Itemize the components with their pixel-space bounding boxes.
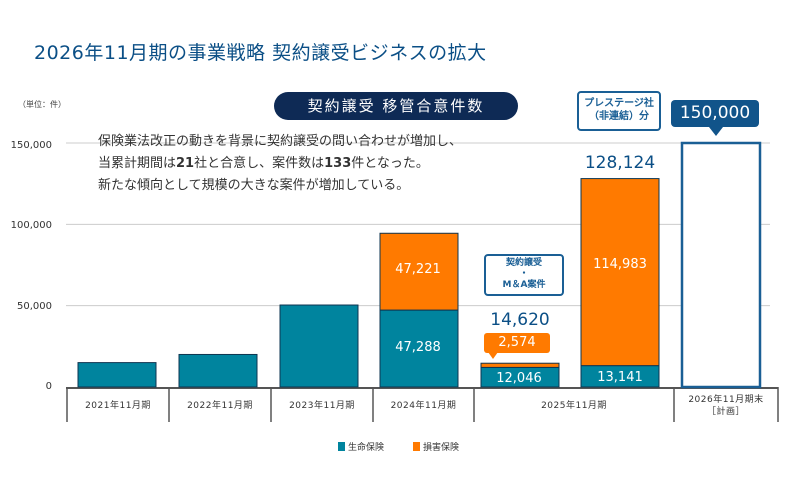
category-2022: 2022年11月期 <box>187 401 253 411</box>
callout-plan-pointer <box>709 127 723 136</box>
ytick-50000: 50,000 <box>17 301 52 312</box>
callout-ma: 契約譲受 ・ M＆A案件 <box>484 254 564 296</box>
unit-label: （単位：件） <box>18 100 66 109</box>
callout-plan: 150,000 <box>671 100 759 127</box>
legend-swatch-life <box>338 442 345 451</box>
bar-life <box>279 304 359 388</box>
bar-plan <box>680 141 762 389</box>
callout-prestige: プレステージ社 （非連結）分 <box>577 91 661 131</box>
ytick-150000: 150,000 <box>10 140 52 151</box>
category-2023: 2023年11月期 <box>289 401 355 411</box>
label-2025a-nonlife: 2,574 <box>484 333 550 353</box>
ytick-100000: 100,000 <box>10 220 52 231</box>
label-2024-life: 47,288 <box>395 340 441 355</box>
bar-nonlife <box>379 232 459 311</box>
legend-nonlife: 損害保険 <box>413 440 459 453</box>
label-2025b-nonlife: 114,983 <box>593 257 647 272</box>
ytick-0: 0 <box>45 381 52 392</box>
desc-line1: 保険業法改正の動きを背景に契約譲受の問い合わせが増加し、 <box>98 134 463 149</box>
label-2025a-life: 12,046 <box>496 371 542 386</box>
category-2024: 2024年11月期 <box>390 401 457 411</box>
bar-nonlife <box>480 362 560 368</box>
desc-line2: 当累計期間は21社と合意し、案件数は133件となった。 <box>98 156 429 171</box>
bar-life <box>178 353 258 388</box>
legend-swatch-nonlife <box>413 442 420 451</box>
category-2026: 2026年11月期末 ［計画］ <box>688 395 764 417</box>
bar-nonlife <box>580 178 660 367</box>
label-2024-nonlife: 47,221 <box>395 262 441 277</box>
total-2025a: 14,620 <box>490 310 550 330</box>
label-2025b-life: 13,141 <box>597 370 643 385</box>
category-2021: 2021年11月期 <box>85 401 151 411</box>
bar-life <box>77 362 157 388</box>
total-2025b: 128,124 <box>584 153 656 173</box>
bar-life <box>379 309 459 388</box>
desc-line3: 新たな傾向として規模の大きな案件が増加している。 <box>98 178 410 193</box>
category-2025: 2025年11月期 <box>541 401 607 411</box>
description: 保険業法改正の動きを背景に契約譲受の問い合わせが増加し、 当累計期間は21社と合… <box>98 131 462 197</box>
section-pill: 契約譲受 移管合意件数 <box>274 92 518 120</box>
label-pointer <box>488 352 498 359</box>
page-title: 2026年11月期の事業戦略 契約譲受ビジネスの拡大 <box>34 42 487 64</box>
legend-life: 生命保険 <box>338 440 384 453</box>
